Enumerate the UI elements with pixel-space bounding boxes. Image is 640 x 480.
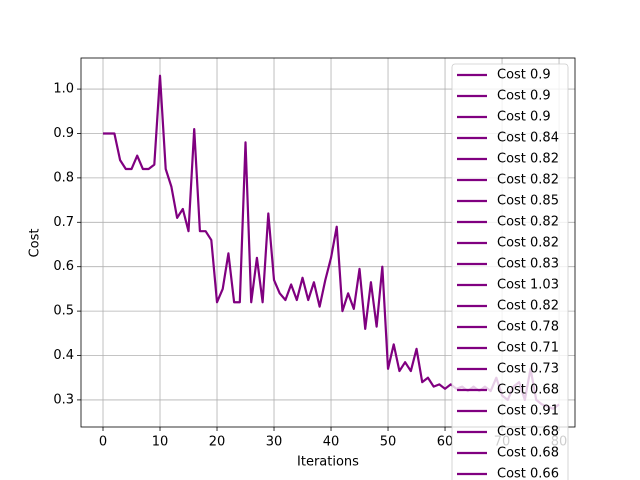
x-tick-label: 40	[323, 435, 340, 450]
legend-box	[451, 63, 569, 480]
y-tick-label: 0.5	[53, 304, 74, 319]
legend-label: Cost 0.9	[497, 89, 551, 104]
legend-label: Cost 0.82	[497, 173, 559, 188]
legend-label: Cost 0.68	[497, 425, 559, 440]
y-tick-label: 0.6	[53, 259, 74, 274]
legend-label: Cost 0.66	[497, 467, 559, 480]
legend-label: Cost 0.82	[497, 299, 559, 314]
legend-label: Cost 0.71	[497, 341, 559, 356]
legend-label: Cost 0.9	[497, 68, 551, 83]
legend-label: Cost 0.84	[497, 131, 559, 146]
legend-label: Cost 0.83	[497, 257, 559, 272]
legend-label: Cost 0.82	[497, 236, 559, 251]
legend-label: Cost 0.91	[497, 404, 559, 419]
x-axis-label: Iterations	[297, 455, 359, 470]
y-axis-label: Cost	[28, 229, 43, 258]
y-tick-label: 0.7	[53, 215, 74, 230]
legend-label: Cost 0.82	[497, 152, 559, 167]
legend-label: Cost 0.68	[497, 446, 559, 461]
y-tick-label: 0.9	[53, 126, 74, 141]
x-tick-label: 60	[437, 435, 454, 450]
x-tick-label: 20	[209, 435, 226, 450]
x-tick-label: 10	[152, 435, 169, 450]
legend-label: Cost 0.82	[497, 215, 559, 230]
x-tick-label: 0	[99, 435, 107, 450]
y-tick-label: 1.0	[53, 82, 74, 97]
x-tick-label: 50	[380, 435, 397, 450]
legend-label: Cost 0.78	[497, 320, 559, 335]
legend-label: Cost 1.03	[497, 278, 559, 293]
x-tick-label: 30	[266, 435, 283, 450]
legend-label: Cost 0.73	[497, 362, 559, 377]
axes-frame	[80, 57, 576, 428]
y-tick-label: 0.3	[53, 392, 74, 407]
y-tick-label: 0.8	[53, 170, 74, 185]
legend: Cost 0.9 Cost 0.9 Cost 0.9 Cost 0.84 Cost 0.…	[451, 63, 569, 480]
legend-label: Cost 0.9	[497, 110, 551, 125]
legend-label: Cost 0.68	[497, 383, 559, 398]
legend-label: Cost 0.85	[497, 194, 559, 209]
y-tick-label: 0.4	[53, 348, 74, 363]
